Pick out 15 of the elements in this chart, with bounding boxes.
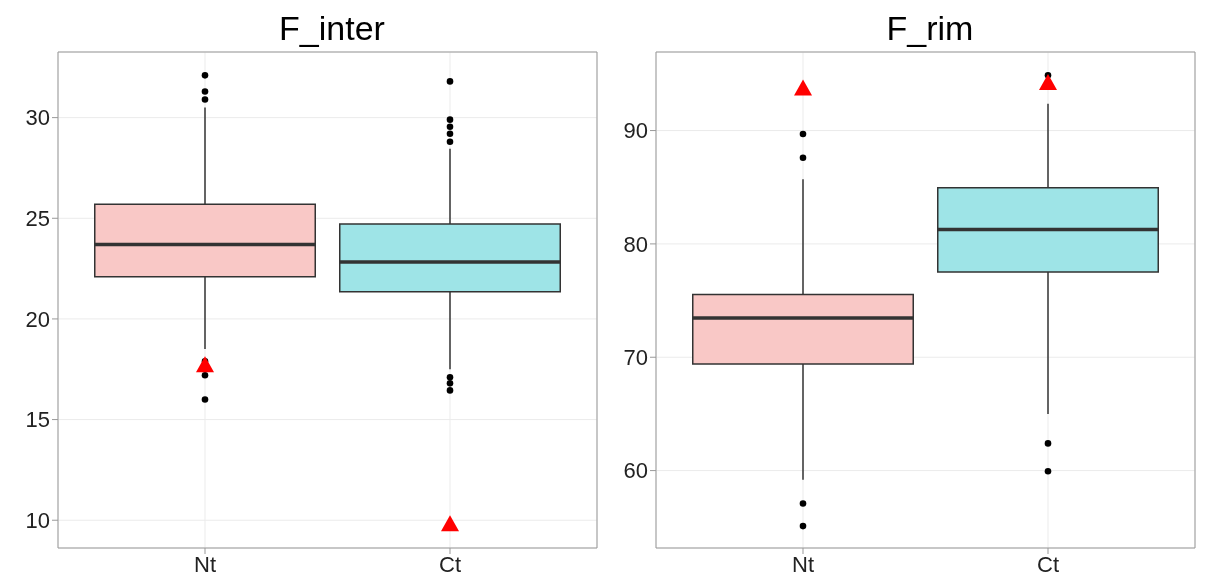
y-tick-label: 30 [25,105,50,131]
y-tick-label: 25 [25,206,50,232]
y-tick-label: 10 [25,508,50,534]
x-tick-label: Ct [439,551,461,577]
chart-title: F_inter [278,8,386,49]
x-tick-label: Nt [194,551,216,577]
x-tick-label: Ct [1037,551,1059,577]
y-tick-label: 60 [623,458,648,484]
y-tick-label: 80 [623,231,648,257]
chart-title: F_rim [885,8,975,49]
y-tick-label: 15 [25,407,50,433]
x-tick-label: Nt [792,551,814,577]
y-tick-label: 20 [25,306,50,332]
y-tick-label: 70 [623,345,648,371]
y-tick-label: 90 [623,118,648,144]
